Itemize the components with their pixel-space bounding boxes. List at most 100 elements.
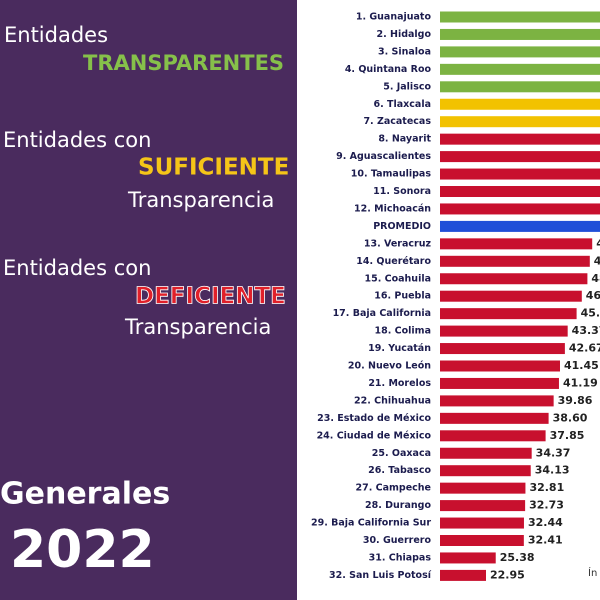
category-label: 31. Chiapas bbox=[369, 552, 432, 563]
value-label: 43.37 bbox=[572, 324, 600, 337]
panel-highlight: TRANSPARENTES bbox=[83, 51, 284, 75]
value-label: 48.30 bbox=[591, 272, 600, 285]
category-label: 7. Zacatecas bbox=[363, 116, 431, 127]
panel-text: Entidades bbox=[4, 23, 108, 47]
bar bbox=[440, 168, 600, 180]
bar bbox=[440, 28, 600, 40]
value-label: 32.81 bbox=[529, 481, 564, 494]
value-label: 45.60 bbox=[581, 307, 600, 320]
category-label: 17. Baja California bbox=[333, 308, 431, 319]
footer-text: Generales bbox=[0, 477, 170, 512]
bar bbox=[440, 273, 588, 285]
category-label: 8. Nayarit bbox=[378, 134, 431, 145]
bar bbox=[440, 482, 526, 494]
value-label: 32.41 bbox=[528, 534, 563, 547]
bar bbox=[440, 343, 565, 355]
value-label: 41.19 bbox=[563, 376, 598, 389]
category-label: 12. Michoacán bbox=[354, 203, 431, 214]
value-label: 32.44 bbox=[528, 516, 563, 529]
panel-text: Transparencia bbox=[124, 315, 271, 339]
bar bbox=[440, 308, 577, 320]
footer-year: 2022 bbox=[10, 520, 155, 580]
value-label: 32.73 bbox=[529, 499, 564, 512]
bar bbox=[440, 377, 559, 389]
panel-text: Entidades con bbox=[3, 128, 151, 152]
bar bbox=[440, 360, 560, 372]
bar bbox=[440, 81, 600, 93]
value-label: 38.60 bbox=[553, 411, 588, 424]
bar bbox=[440, 151, 600, 163]
category-label: 10. Tamaulipas bbox=[351, 169, 432, 180]
value-label: 48.90 bbox=[594, 254, 600, 267]
bar bbox=[440, 63, 600, 75]
panel-text: Entidades con bbox=[3, 256, 151, 280]
value-label: 25.38 bbox=[500, 551, 535, 564]
category-label: 1. Guanajuato bbox=[356, 12, 432, 23]
category-label: 4. Quintana Roo bbox=[345, 64, 432, 75]
bar bbox=[440, 116, 600, 128]
bar bbox=[440, 220, 600, 232]
value-label: 39.86 bbox=[558, 394, 593, 407]
bar bbox=[440, 46, 600, 58]
bar-chart: 1. Guanajuato 2. Hidalgo 3. Sinaloa 4. Quin… bbox=[311, 11, 600, 581]
value-label: 42.67 bbox=[569, 342, 600, 355]
bar bbox=[440, 535, 524, 546]
category-label: 25. Oaxaca bbox=[372, 448, 431, 459]
category-label: 13. Veracruz bbox=[364, 238, 432, 249]
category-label: 30. Guerrero bbox=[363, 535, 432, 546]
category-label: PROMEDIO bbox=[373, 221, 431, 232]
panel-highlight: DEFICIENTE bbox=[135, 284, 286, 310]
category-label: 29. Baja California Sur bbox=[311, 518, 431, 529]
value-label: 22.95 bbox=[490, 568, 525, 581]
bar bbox=[440, 569, 486, 581]
bar bbox=[440, 395, 554, 407]
bar bbox=[440, 203, 600, 215]
category-label: 28. Durango bbox=[365, 500, 431, 511]
bar bbox=[440, 517, 524, 529]
panel-text: Transparencia bbox=[127, 188, 274, 212]
category-label: 6. Tlaxcala bbox=[373, 99, 431, 110]
category-label: 24. Ciudad de México bbox=[317, 430, 432, 441]
category-label: 23. Estado de México bbox=[317, 413, 431, 424]
category-label: 5. Jalisco bbox=[383, 81, 431, 92]
bar bbox=[440, 186, 600, 197]
value-label: 34.13 bbox=[535, 464, 570, 477]
category-label: 22. Chihuahua bbox=[354, 395, 431, 406]
value-label: 46.90 bbox=[586, 289, 600, 302]
category-label: 11. Sonora bbox=[373, 186, 431, 197]
value-label: 34.37 bbox=[536, 446, 571, 459]
bar bbox=[440, 412, 549, 424]
value-label: 41.45 bbox=[564, 359, 599, 372]
bar bbox=[440, 11, 600, 23]
value-label: 37.85 bbox=[550, 429, 585, 442]
category-label: 18. Colima bbox=[375, 326, 431, 337]
bar bbox=[440, 255, 590, 267]
category-label: 26. Tabasco bbox=[368, 465, 431, 476]
left-panel bbox=[0, 0, 297, 600]
category-label: 3. Sinaloa bbox=[378, 46, 431, 57]
category-label: 15. Coahuila bbox=[365, 273, 432, 284]
category-label: 32. San Luis Potosí bbox=[329, 570, 432, 581]
category-label: 9. Aguascalientes bbox=[336, 151, 431, 162]
category-label: 14. Querétaro bbox=[356, 256, 431, 267]
bar bbox=[440, 133, 600, 145]
category-label: 19. Yucatán bbox=[368, 343, 431, 354]
category-label: 16. Puebla bbox=[374, 291, 431, 302]
panel-highlight: SUFICIENTE bbox=[138, 155, 289, 181]
bar bbox=[440, 290, 582, 302]
category-label: 2. Hidalgo bbox=[376, 29, 431, 40]
bar bbox=[440, 465, 531, 477]
category-label: 27. Campeche bbox=[356, 483, 432, 494]
bar bbox=[440, 552, 496, 564]
bar bbox=[440, 238, 593, 250]
bar bbox=[440, 325, 568, 337]
bar bbox=[440, 500, 526, 512]
category-label: 21. Morelos bbox=[368, 378, 431, 389]
bar bbox=[440, 430, 546, 442]
bar bbox=[440, 447, 532, 459]
value-label: 49.50 bbox=[596, 237, 600, 250]
category-label: 20. Nuevo León bbox=[348, 361, 431, 372]
note: Ín bbox=[588, 566, 597, 579]
bar bbox=[440, 98, 600, 110]
